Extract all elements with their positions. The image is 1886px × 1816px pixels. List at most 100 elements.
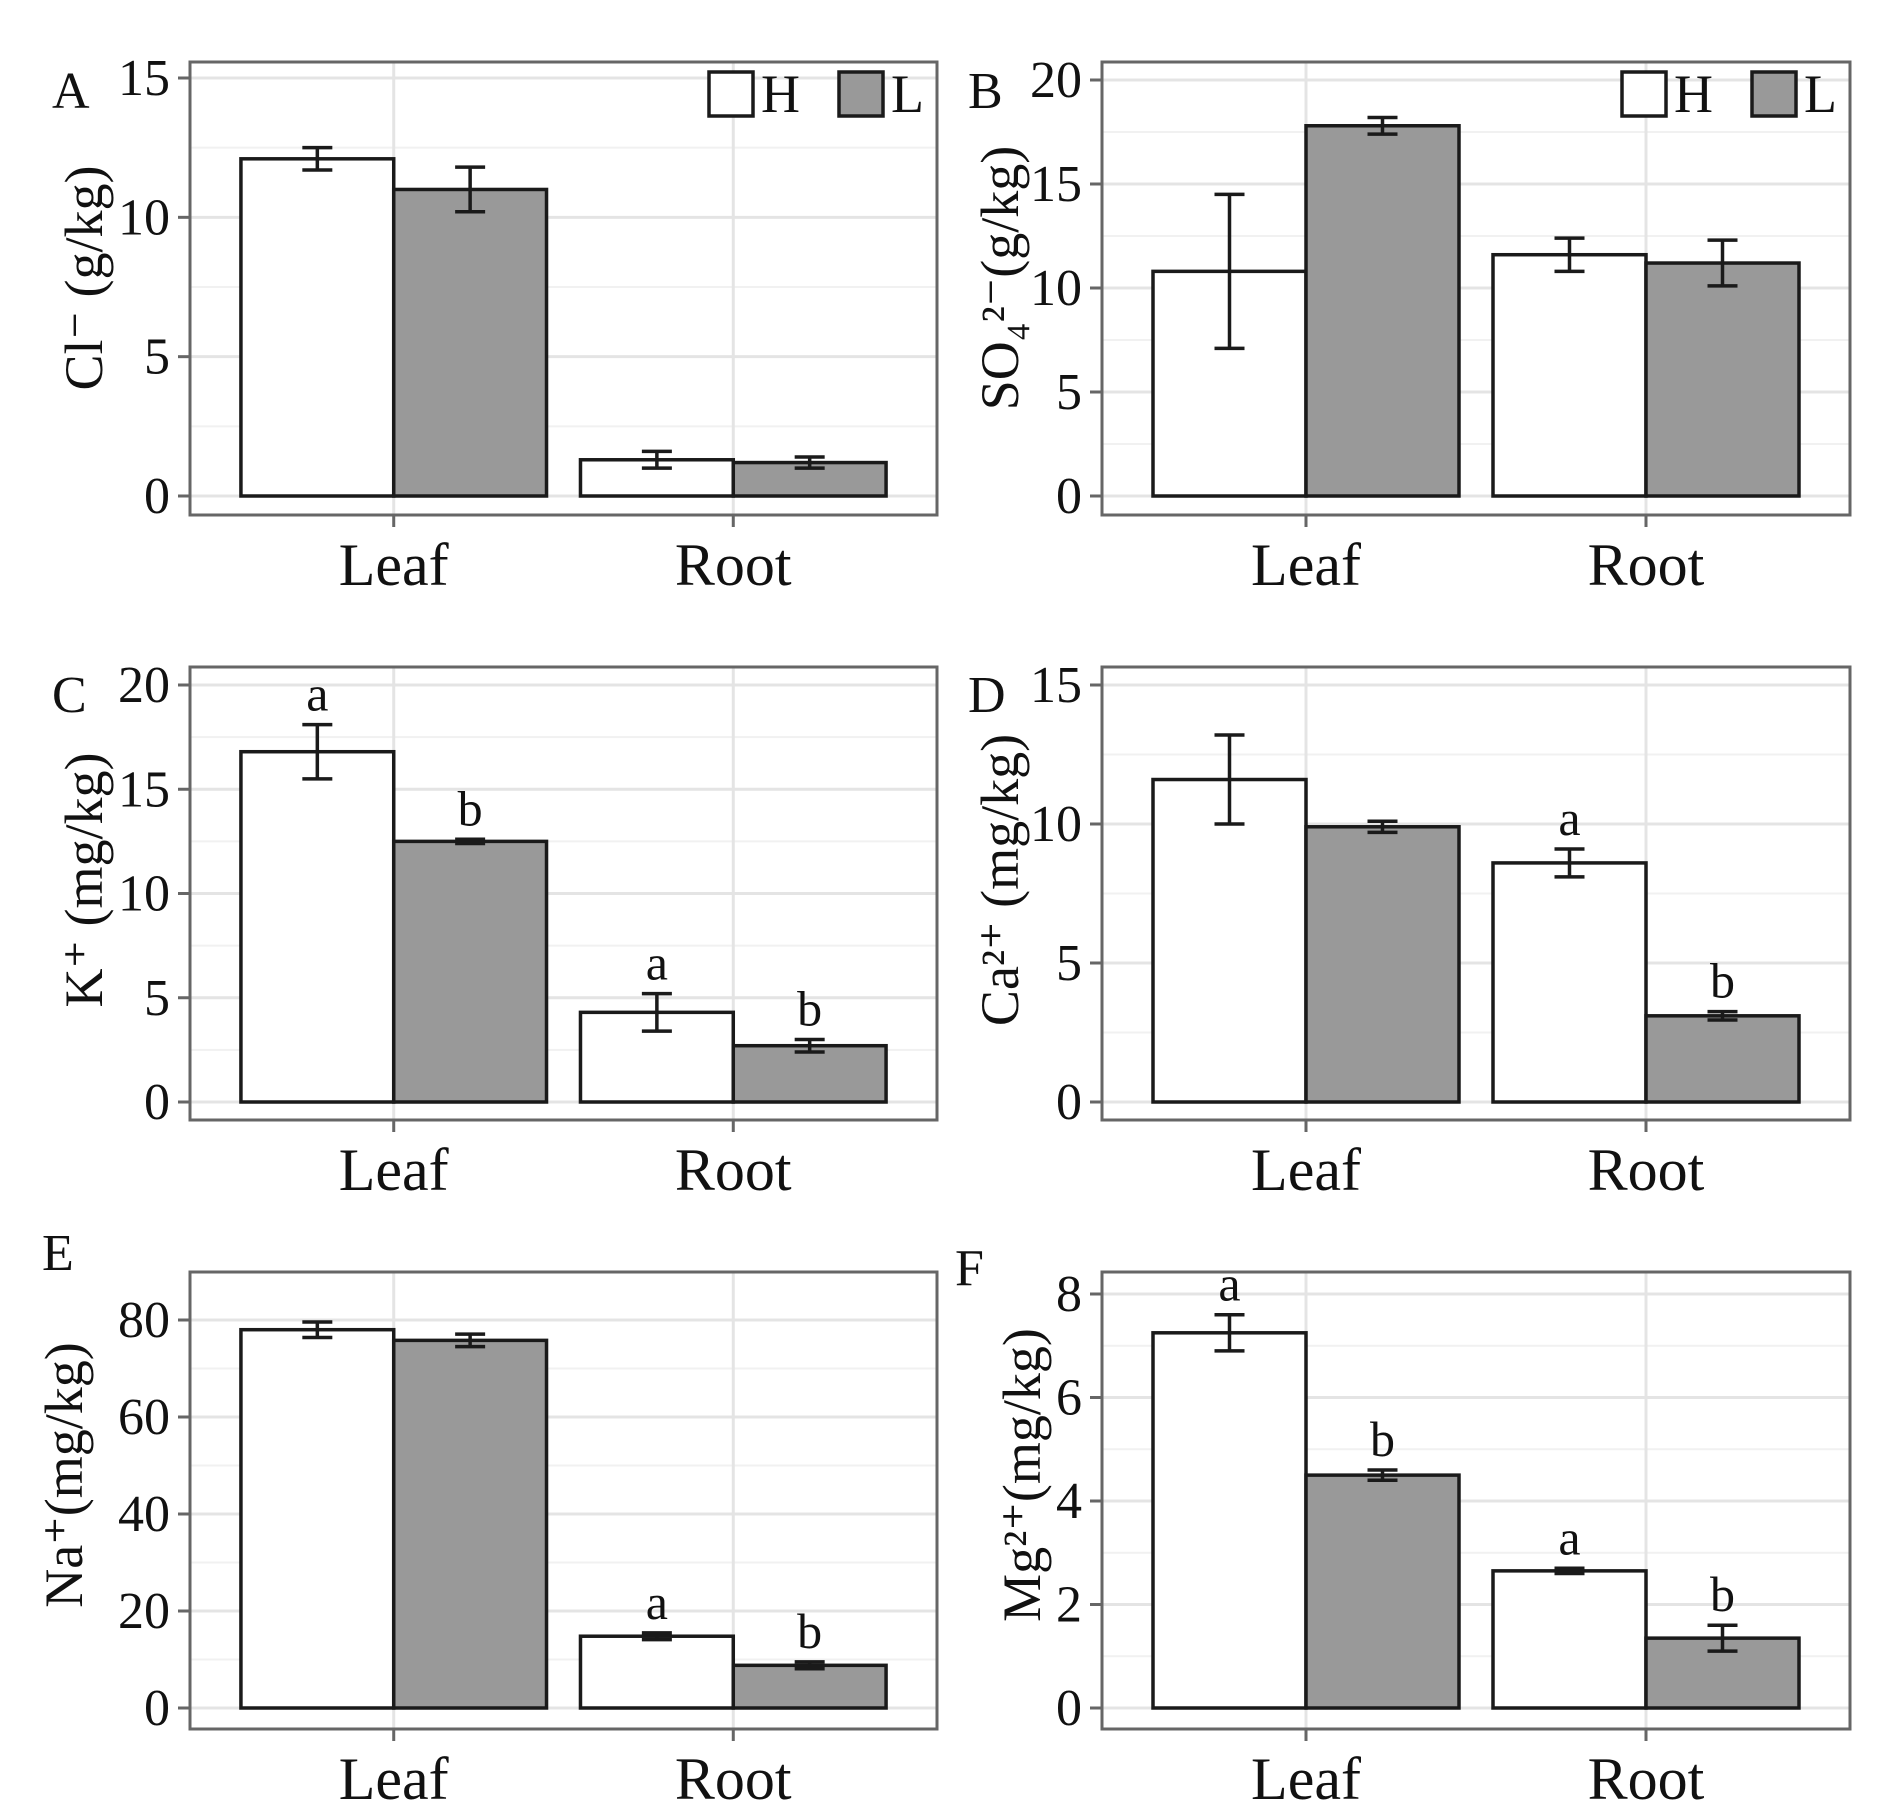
bar-l-root bbox=[1644, 261, 1801, 498]
significance-letter: a bbox=[646, 1574, 668, 1630]
error-bar bbox=[794, 455, 825, 470]
error-bar bbox=[794, 1660, 825, 1671]
bar-h-root bbox=[578, 1634, 736, 1710]
panel-letter: A bbox=[52, 63, 90, 120]
y-tick-label: 15 bbox=[1030, 156, 1082, 213]
bar-h-root bbox=[1491, 252, 1648, 498]
bar-h-root bbox=[1491, 861, 1648, 1104]
y-tick-label: 0 bbox=[1056, 1074, 1082, 1131]
y-tick-label: 10 bbox=[118, 866, 170, 923]
x-category-label: Leaf bbox=[1251, 1746, 1361, 1812]
error-bar bbox=[1214, 733, 1245, 826]
panel-letter: B bbox=[968, 63, 1003, 120]
y-tick-label: 5 bbox=[144, 970, 170, 1027]
y-tick-label: 4 bbox=[1056, 1473, 1082, 1530]
error-bar bbox=[1367, 819, 1398, 835]
plot-frame bbox=[188, 60, 939, 517]
y-tick-label: 20 bbox=[118, 657, 170, 714]
bar-h-leaf bbox=[239, 1327, 396, 1710]
y-tick-label: 0 bbox=[144, 468, 170, 525]
y-axis-label: SO₄²⁻(g/kg) bbox=[970, 146, 1030, 411]
y-tick-label: 60 bbox=[118, 1389, 170, 1446]
legend-label: L bbox=[891, 64, 924, 124]
x-category-label: Leaf bbox=[339, 1137, 449, 1203]
x-category-label: Leaf bbox=[1251, 532, 1361, 598]
significance-letter: a bbox=[1218, 1256, 1240, 1312]
panel-b: 0 5 10 15 20 Leaf Root B SO₄²⁻(g/kg) H L bbox=[968, 52, 1852, 598]
error-bar bbox=[1367, 115, 1398, 136]
y-tick-label: 0 bbox=[144, 1074, 170, 1131]
error-bar bbox=[1554, 236, 1585, 274]
bar-l-leaf bbox=[1304, 825, 1461, 1104]
y-tick-label: 0 bbox=[144, 1680, 170, 1737]
y-tick-label: 20 bbox=[118, 1583, 170, 1640]
error-bar bbox=[302, 722, 333, 781]
legend-label: H bbox=[761, 64, 800, 124]
y-axis-label: Cl⁻ (g/kg) bbox=[54, 166, 114, 391]
significance-letter: a bbox=[1558, 790, 1580, 846]
y-tick-label: 10 bbox=[1030, 260, 1082, 317]
error-bar bbox=[1367, 1468, 1398, 1483]
error-bar bbox=[641, 991, 672, 1033]
bar-l-root bbox=[1644, 1014, 1801, 1104]
y-tick-label: 5 bbox=[144, 329, 170, 386]
significance-letter: b bbox=[797, 980, 822, 1036]
y-tick-label: 80 bbox=[118, 1292, 170, 1349]
error-bar bbox=[1707, 238, 1738, 288]
error-bar bbox=[455, 165, 486, 214]
y-axis-label: Mg²⁺(mg/kg) bbox=[992, 1328, 1052, 1622]
panel-c: 0 5 10 15 20 Leaf Root a a b b C K⁺ (mg/kg) bbox=[52, 657, 939, 1203]
significance-letter: a bbox=[646, 935, 668, 991]
y-tick-label: 40 bbox=[118, 1486, 170, 1543]
y-tick-label: 8 bbox=[1056, 1266, 1082, 1323]
y-tick-label: 0 bbox=[1056, 1680, 1082, 1737]
x-category-label: Root bbox=[1588, 1746, 1705, 1812]
plot-frame bbox=[1100, 665, 1852, 1122]
x-category-label: Root bbox=[675, 532, 792, 598]
panel-letter: E bbox=[42, 1225, 74, 1282]
bar-h-leaf bbox=[1151, 1331, 1308, 1710]
significance-letter: b bbox=[797, 1603, 822, 1659]
bar-h-leaf bbox=[1151, 777, 1308, 1104]
y-tick-label: 5 bbox=[1056, 364, 1082, 421]
error-bar bbox=[455, 837, 486, 846]
bar-l-leaf bbox=[391, 1338, 549, 1710]
legend-key-h bbox=[707, 70, 755, 118]
significance-letter: b bbox=[1710, 1566, 1735, 1622]
bar-h-root bbox=[1491, 1569, 1648, 1710]
y-tick-label: 15 bbox=[1030, 657, 1082, 714]
y-tick-label: 15 bbox=[118, 761, 170, 818]
y-tick-label: 20 bbox=[1030, 52, 1082, 109]
significance-letter: b bbox=[1370, 1411, 1395, 1467]
legend-key-h bbox=[1620, 70, 1668, 118]
y-axis-label: K⁺ (mg/kg) bbox=[54, 753, 114, 1008]
plot-frame bbox=[188, 1270, 939, 1731]
significance-letter: a bbox=[1558, 1509, 1580, 1565]
significance-letter: a bbox=[306, 666, 328, 722]
y-tick-label: 15 bbox=[118, 50, 170, 107]
bar-h-leaf bbox=[239, 157, 396, 498]
x-category-label: Leaf bbox=[339, 1746, 449, 1812]
x-category-label: Root bbox=[675, 1746, 792, 1812]
panel-d: 0 5 10 15 Leaf Root a b D Ca²⁺ (mg/kg) bbox=[968, 657, 1852, 1203]
error-bar bbox=[641, 449, 672, 470]
bar-l-leaf bbox=[1304, 124, 1461, 498]
error-bar bbox=[641, 1631, 672, 1642]
y-tick-label: 0 bbox=[1056, 468, 1082, 525]
x-category-label: Root bbox=[1588, 532, 1705, 598]
bar-l-root bbox=[731, 1043, 888, 1104]
y-axis-label: Na⁺(mg/kg) bbox=[34, 1342, 94, 1607]
panel-letter: F bbox=[955, 1240, 984, 1297]
error-bar bbox=[1707, 1009, 1738, 1022]
error-bar bbox=[455, 1332, 486, 1349]
bar-h-leaf bbox=[239, 749, 396, 1104]
x-category-label: Leaf bbox=[1251, 1137, 1361, 1203]
bar-l-leaf bbox=[391, 839, 549, 1104]
bar-l-leaf bbox=[391, 187, 549, 498]
y-axis-label: Ca²⁺ (mg/kg) bbox=[970, 734, 1030, 1026]
bar-l-root bbox=[731, 1663, 888, 1710]
error-bar bbox=[1554, 847, 1585, 879]
